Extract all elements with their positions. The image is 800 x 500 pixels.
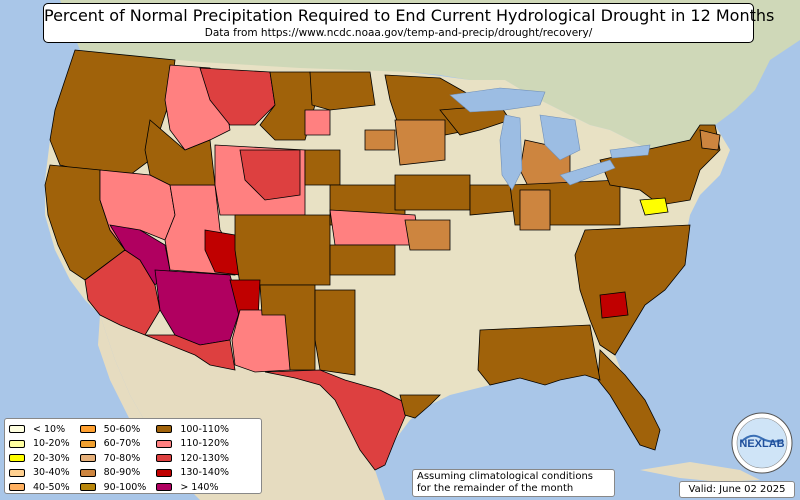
legend-item: 120-130% (156, 451, 229, 466)
title-box: Percent of Normal Precipitation Required… (43, 3, 775, 43)
region-missouri-tan (404, 219, 451, 251)
cuba (640, 462, 760, 482)
legend-item: 110-120% (156, 437, 229, 452)
map-subtitle: Data from https://www.ncdc.noaa.gov/temp… (204, 27, 593, 39)
region-ohio-tan (519, 189, 551, 231)
legend-item: < 10% (9, 422, 70, 437)
legend: < 10% 10-20% 20-30% 30-40% 40-50% 50-60%… (4, 418, 262, 494)
legend-col-3: 100-110% 110-120% 120-130% 130-140% > 14… (156, 422, 229, 495)
legend-swatch (156, 468, 173, 477)
legend-swatch (9, 468, 25, 477)
region-wyoming-red (239, 149, 301, 201)
region-arizona-south (144, 334, 236, 371)
legend-swatch (156, 483, 173, 492)
lake-erie (559, 159, 616, 186)
region-idaho (144, 119, 216, 186)
lake-huron (539, 114, 581, 161)
region-northeast (599, 124, 721, 206)
legend-swatch (9, 483, 25, 492)
legend-item: > 140% (156, 480, 229, 495)
lake-superior (449, 87, 546, 113)
legend-item: 100-110% (156, 422, 229, 437)
region-southeast (574, 224, 691, 356)
region-texas-west (264, 369, 411, 471)
region-maryland (639, 197, 669, 216)
legend-item: 30-40% (9, 466, 70, 481)
region-georgia-red (599, 291, 629, 319)
lake-michigan (499, 114, 523, 191)
legend-swatch (79, 468, 96, 477)
legend-item: 70-80% (79, 451, 147, 466)
region-iowa-tan (364, 129, 396, 151)
logo-text: NEXLAB (739, 438, 784, 450)
region-minnesota-tan (394, 119, 446, 166)
region-gulf-coast (477, 324, 601, 386)
legend-swatch (79, 425, 96, 434)
legend-swatch (156, 454, 173, 463)
region-texas-coast (399, 394, 441, 419)
region-florida (597, 349, 661, 451)
valid-date: Valid: June 02 2025 (679, 481, 795, 498)
nexlab-logo-icon: NEXLAB (731, 412, 793, 474)
region-north-dakota (309, 71, 376, 111)
region-iowa (394, 174, 471, 211)
region-nebraska-brown (304, 149, 341, 186)
lake-ontario (609, 144, 651, 159)
region-new-mexico (231, 309, 291, 373)
great-lakes (449, 87, 651, 191)
legend-swatch (9, 454, 25, 463)
region-utah-red (204, 229, 241, 276)
legend-item: 80-90% (79, 466, 147, 481)
region-colorado (234, 214, 331, 286)
legend-col-1: < 10% 10-20% 20-30% 30-40% 40-50% (9, 422, 70, 495)
region-oklahoma-brown (329, 244, 396, 276)
legend-item: 90-100% (79, 480, 146, 495)
region-south-dakota-pink (304, 109, 331, 136)
assumption-note: Assuming climatological conditions for t… (412, 469, 615, 497)
region-new-england-tan (699, 129, 721, 151)
legend-swatch (79, 483, 96, 492)
legend-swatch (79, 439, 96, 448)
legend-item: 20-30% (9, 451, 70, 466)
map-title: Percent of Normal Precipitation Required… (44, 6, 775, 25)
legend-item: 40-50% (9, 480, 70, 495)
legend-swatch (156, 439, 173, 448)
legend-item: 60-70% (79, 437, 147, 452)
drought-regions (44, 49, 721, 471)
legend-swatch (79, 454, 96, 463)
legend-item: 10-20% (9, 437, 70, 452)
legend-col-2: 50-60% 60-70% 70-80% 80-90% 90-100% (79, 422, 147, 495)
legend-item: 50-60% (79, 422, 147, 437)
note-line-1: Assuming climatological conditions (417, 471, 593, 482)
region-texas-panhandle (314, 289, 356, 376)
legend-swatch (156, 425, 173, 434)
baja (98, 315, 150, 440)
legend-item: 130-140% (156, 466, 229, 481)
region-new-mexico-east (259, 284, 316, 371)
note-line-2: for the remainder of the month (417, 483, 574, 494)
legend-swatch (9, 439, 25, 448)
legend-swatch (9, 425, 25, 434)
